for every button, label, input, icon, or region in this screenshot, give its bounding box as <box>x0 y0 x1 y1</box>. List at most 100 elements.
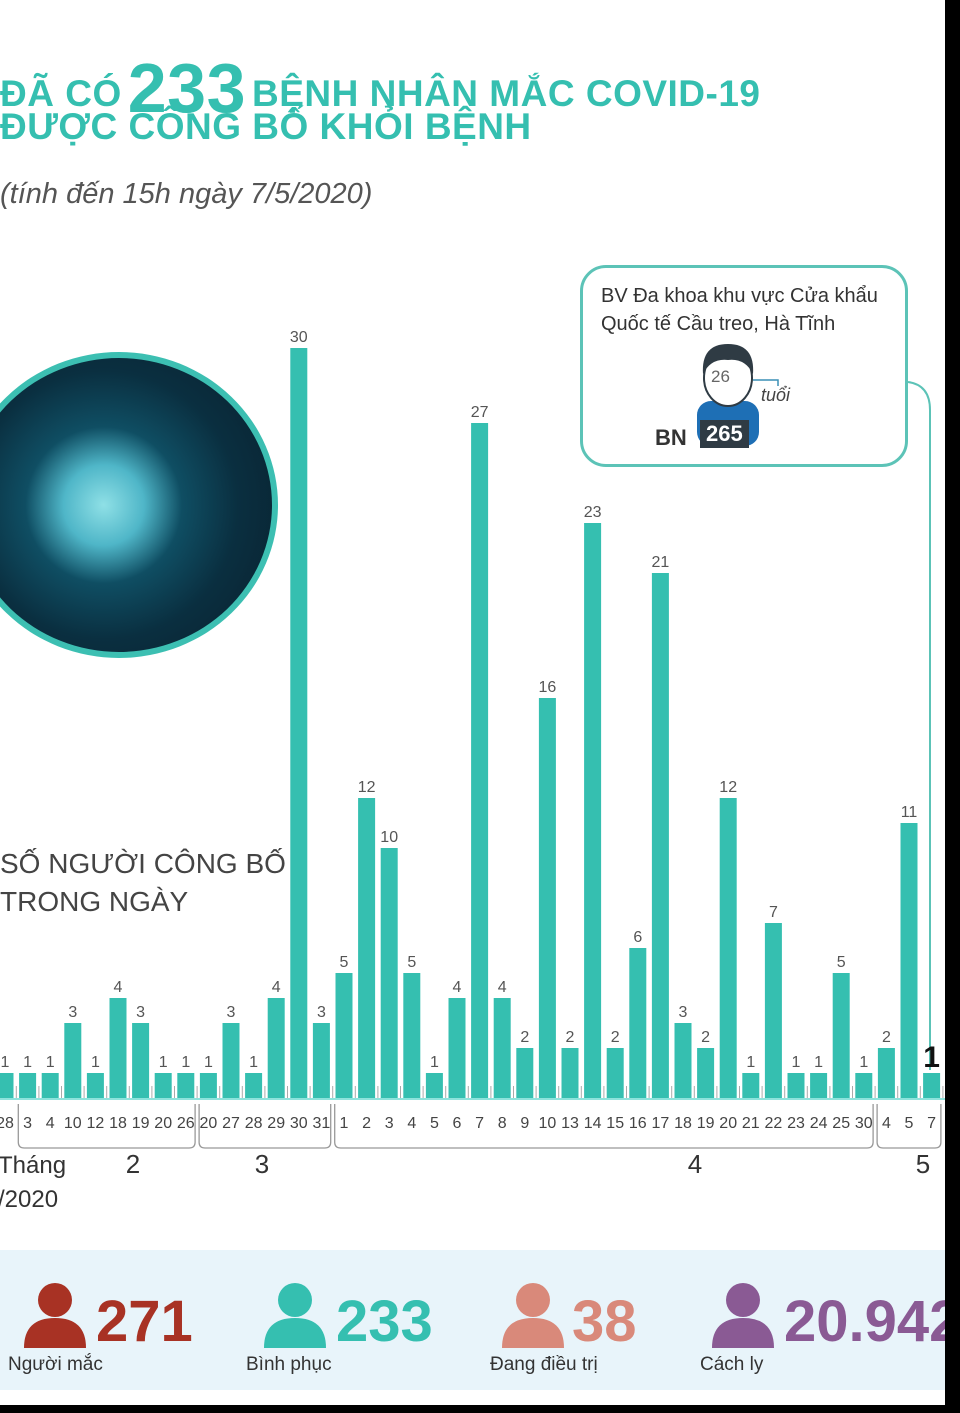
data-label: 21 <box>652 554 670 571</box>
axis-title: /2020 <box>0 1186 58 1213</box>
bar <box>132 1023 150 1098</box>
bar <box>923 1073 941 1098</box>
data-label: 1 <box>159 1054 168 1071</box>
chart-label: SỐ NGƯỜI CÔNG BỐ TRONG NGÀY <box>0 845 286 921</box>
bar <box>19 1073 37 1098</box>
tick-label: 28 <box>0 1115 14 1132</box>
tick-label: 13 <box>561 1115 579 1132</box>
bar <box>64 1023 82 1098</box>
age-unit: tuổi <box>761 385 791 405</box>
tick-label: 3 <box>385 1115 394 1132</box>
data-label: 7 <box>769 904 778 921</box>
data-label: 23 <box>584 504 602 521</box>
bar <box>764 923 782 1098</box>
tick-label: 15 <box>606 1115 624 1132</box>
data-label: 30 <box>290 329 308 346</box>
stat-value: 20.942 <box>784 1289 945 1354</box>
bar <box>358 798 376 1098</box>
tick-label: 7 <box>927 1115 936 1132</box>
bar <box>787 1073 805 1098</box>
stat-label: Cách ly <box>700 1354 764 1375</box>
bar <box>425 1073 443 1098</box>
tick-label: 18 <box>109 1115 127 1132</box>
bar <box>41 1073 59 1098</box>
tick-label: 23 <box>787 1115 805 1132</box>
month-bracket <box>334 1104 874 1149</box>
person-icon <box>24 1283 86 1348</box>
data-label: 4 <box>114 979 123 996</box>
tick-label: 5 <box>430 1115 439 1132</box>
data-label: 1 <box>859 1054 868 1071</box>
bar <box>584 523 602 1098</box>
stat-label: Đang điều trị <box>490 1354 598 1375</box>
tick-label: 5 <box>905 1115 914 1132</box>
infographic: ĐÃ CÓ233 BỆNH NHÂN MẮC COVID-19 ĐƯỢC CÔNG… <box>0 0 945 1405</box>
data-label: 3 <box>679 1004 688 1021</box>
bar <box>448 998 466 1098</box>
data-label: 16 <box>539 679 557 696</box>
stat-label: Người mắc <box>8 1354 103 1375</box>
patient-id: 265 <box>700 420 749 448</box>
tick-label: 24 <box>810 1115 828 1132</box>
callout-connector <box>907 381 931 1070</box>
axis-title: Tháng <box>0 1152 66 1179</box>
stat-value: 233 <box>336 1289 433 1354</box>
month-bracket <box>17 1104 196 1149</box>
data-label: 1 <box>181 1054 190 1071</box>
tick-label: 28 <box>245 1115 263 1132</box>
bar <box>900 823 918 1098</box>
data-label: 2 <box>882 1029 891 1046</box>
tick-label: 31 <box>313 1115 331 1132</box>
bar <box>471 423 489 1098</box>
bar <box>629 948 647 1098</box>
bar <box>697 1048 715 1098</box>
tick-label: 4 <box>46 1115 55 1132</box>
bar <box>516 1048 534 1098</box>
bar <box>199 1073 217 1098</box>
tick-label: 4 <box>882 1115 891 1132</box>
bar <box>810 1073 828 1098</box>
bar <box>561 1048 579 1098</box>
person-icon <box>264 1283 326 1348</box>
data-label: 1 <box>1 1054 10 1071</box>
bar <box>403 973 421 1098</box>
month-label: 5 <box>916 1149 930 1179</box>
data-label: 5 <box>837 954 846 971</box>
bar <box>109 998 127 1098</box>
title-number: 233 <box>127 49 247 127</box>
tick-label: 29 <box>267 1115 285 1132</box>
tick-label: 19 <box>132 1115 150 1132</box>
data-label: 10 <box>380 829 398 846</box>
title-suffix: BỆNH NHÂN MẮC COVID-19 <box>252 73 761 114</box>
tick-label: 18 <box>674 1115 692 1132</box>
stat-value: 38 <box>572 1289 637 1354</box>
month-label: 3 <box>255 1149 269 1179</box>
bar <box>222 1023 240 1098</box>
hospital-line-2: Quốc tế Cầu treo, Hà Tĩnh <box>601 313 836 335</box>
virus-image <box>0 352 278 658</box>
bar <box>245 1073 263 1098</box>
chart-label-line-2: TRONG NGÀY <box>0 886 189 917</box>
person-icon <box>712 1283 774 1348</box>
tick-label: 10 <box>64 1115 82 1132</box>
tick-label: 6 <box>453 1115 462 1132</box>
stat-value: 271 <box>96 1289 193 1354</box>
data-label: 1 <box>46 1054 55 1071</box>
data-label: 11 <box>901 804 918 821</box>
tick-label: 8 <box>498 1115 507 1132</box>
data-label: 5 <box>340 954 349 971</box>
bar <box>290 348 308 1098</box>
data-label: 1 <box>23 1054 32 1071</box>
bar-chart: 1281314310112418319120126120327128429303… <box>0 329 945 1213</box>
data-label: 4 <box>453 979 462 996</box>
tick-label: 4 <box>407 1115 416 1132</box>
data-label: 1 <box>249 1054 258 1071</box>
tick-label: 30 <box>290 1115 308 1132</box>
tick-label: 20 <box>154 1115 172 1132</box>
tick-label: 20 <box>200 1115 218 1132</box>
title-line-1: ĐÃ CÓ233 BỆNH NHÂN MẮC COVID-19 <box>0 48 761 128</box>
bar <box>832 973 850 1098</box>
tick-label: 27 <box>222 1115 240 1132</box>
bar <box>312 1023 330 1098</box>
data-label: 3 <box>317 1004 326 1021</box>
